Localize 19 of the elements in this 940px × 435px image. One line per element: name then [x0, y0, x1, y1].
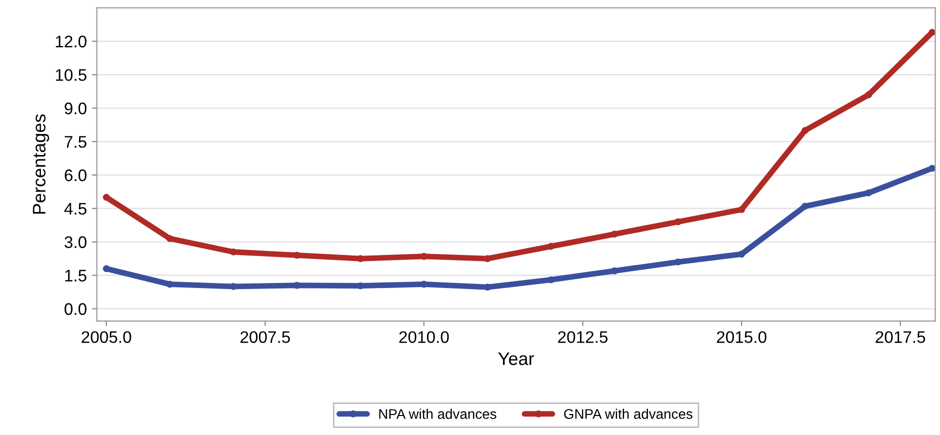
x-tick-label: 2012.5	[558, 331, 608, 343]
legend-label: NPA with advances	[379, 408, 496, 419]
y-tick-label: 10.5	[56, 69, 86, 81]
x-tick-label: 2010.0	[399, 331, 449, 343]
y-tick-label: 1.5	[65, 270, 86, 282]
x-tick-label: 2005.0	[82, 331, 132, 343]
y-axis-title: Percentages	[32, 114, 50, 214]
y-tick-label: 0.0	[64, 303, 86, 315]
legend-label: GNPA with advances	[564, 408, 692, 419]
x-tick-label: 2017.5	[876, 331, 926, 343]
y-tick-label: 3.0	[64, 236, 86, 248]
y-tick-label: 9.0	[64, 102, 86, 114]
x-axis-title: Year	[498, 352, 534, 366]
x-tick-label: 2007.5	[240, 331, 290, 343]
x-tick-label: 2015.0	[716, 331, 766, 343]
y-tick-label: 12.0	[56, 36, 86, 48]
y-tick-label: 7.5	[64, 136, 86, 148]
y-tick-label: 4.5	[64, 203, 86, 215]
y-tick-label: 6.0	[64, 169, 86, 182]
